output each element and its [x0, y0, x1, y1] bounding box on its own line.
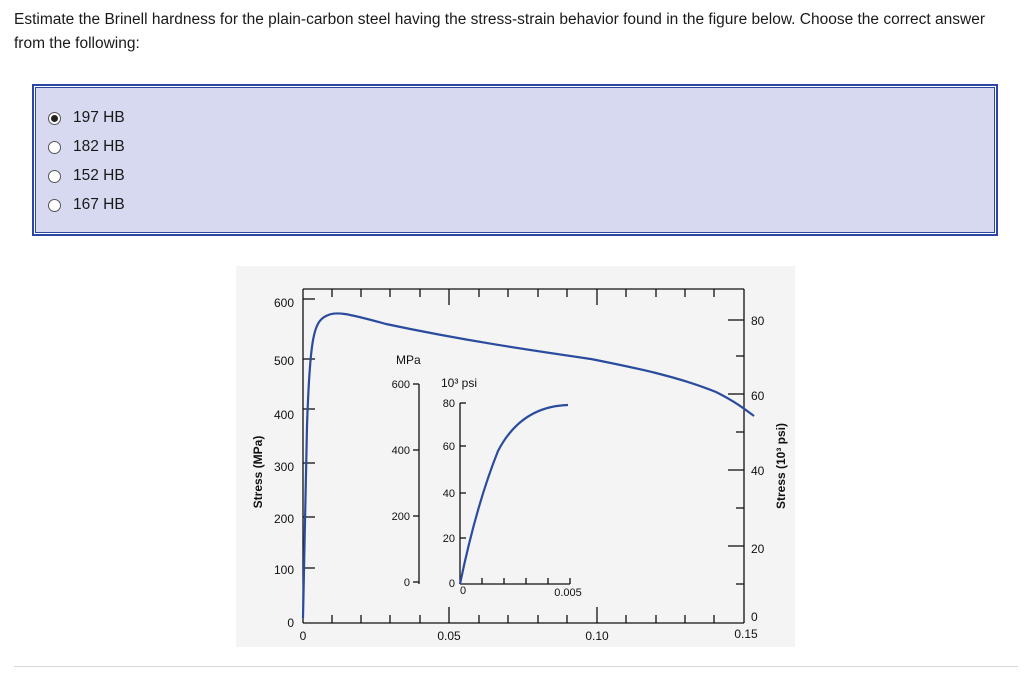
inset-x-labels: 0 0.005 — [460, 585, 582, 599]
radio-icon[interactable] — [48, 198, 61, 212]
inset-psi-40: 40 — [443, 488, 455, 500]
inset-mpa-labels: 600 400 200 0 — [392, 379, 410, 589]
left-tick-100: 100 — [274, 563, 294, 577]
inset-mpa-0: 0 — [404, 577, 410, 589]
bottom-tick-0-05: 0.05 — [437, 629, 461, 643]
left-tick-600: 600 — [274, 296, 294, 310]
left-tick-0: 0 — [287, 616, 294, 630]
inset-psi-60: 60 — [443, 441, 455, 453]
inset-psi-0: 0 — [449, 578, 455, 590]
inset-x-0: 0 — [460, 585, 466, 597]
bottom-tick-0-15: 0.15 — [734, 627, 758, 641]
left-tick-300: 300 — [274, 460, 294, 474]
right-tick-labels: 80 60 40 20 0 — [751, 314, 765, 624]
inset-psi-20: 20 — [443, 533, 455, 545]
right-axis-label: Stress (10³ psi) — [774, 423, 788, 509]
divider — [14, 666, 1018, 667]
left-tick-500: 500 — [274, 354, 294, 368]
left-ticks — [303, 298, 315, 569]
radio-icon[interactable] — [48, 140, 61, 154]
inset-psi-80: 80 — [443, 398, 455, 410]
option-label: 152 HB — [73, 167, 125, 184]
inset-unit-psi: 10³ psi — [441, 376, 477, 390]
stress-strain-figure: 600 500 400 300 200 100 0 Stress (MPa) 8… — [236, 266, 795, 647]
bottom-tick-0: 0 — [300, 629, 307, 643]
bottom-tick-labels: 0 0.05 0.10 0.15 — [300, 627, 758, 643]
inset-mpa-600: 600 — [392, 379, 410, 391]
left-tick-200: 200 — [274, 512, 294, 526]
inset-psi-labels: 80 60 40 20 0 — [443, 398, 455, 590]
bottom-ticks — [331, 607, 715, 623]
right-tick-20: 20 — [751, 542, 765, 556]
option-182-hb[interactable]: 182 HB — [48, 135, 125, 159]
radio-icon[interactable] — [48, 169, 61, 183]
left-tick-labels: 600 500 400 300 200 100 0 — [274, 296, 294, 630]
bottom-tick-0-10: 0.10 — [585, 629, 609, 643]
inset-curve — [458, 403, 569, 585]
option-label: 167 HB — [73, 196, 125, 213]
left-tick-400: 400 — [274, 408, 294, 422]
option-197-hb[interactable]: 197 HB — [48, 106, 125, 130]
plot-frame — [302, 288, 745, 624]
stress-strain-curve — [301, 312, 755, 619]
right-tick-60: 60 — [751, 389, 765, 403]
right-tick-40: 40 — [751, 464, 765, 478]
option-167-hb[interactable]: 167 HB — [48, 193, 125, 217]
option-label: 182 HB — [73, 138, 125, 155]
inset-mpa-200: 200 — [392, 511, 410, 523]
inset-x-0-005: 0.005 — [554, 587, 582, 599]
stress-strain-plot: 600 500 400 300 200 100 0 Stress (MPa) 8… — [251, 288, 788, 643]
radio-selected-icon[interactable] — [48, 111, 61, 125]
inset-unit-mpa: MPa — [396, 353, 421, 367]
inset-chart: MPa 10³ psi 600 — [392, 353, 582, 599]
option-152-hb[interactable]: 152 HB — [48, 164, 125, 188]
inset-mpa-400: 400 — [392, 445, 410, 457]
option-label: 197 HB — [73, 109, 125, 126]
right-tick-0: 0 — [751, 610, 758, 624]
left-axis-label: Stress (MPa) — [251, 436, 265, 509]
right-tick-80: 80 — [751, 314, 765, 328]
inset-axes — [413, 383, 571, 585]
question-text: Estimate the Brinell hardness for the pl… — [14, 11, 985, 52]
right-ticks — [728, 319, 744, 585]
answer-options: 197 HB 182 HB 152 HB 167 HB — [32, 84, 998, 236]
top-ticks — [331, 289, 715, 305]
